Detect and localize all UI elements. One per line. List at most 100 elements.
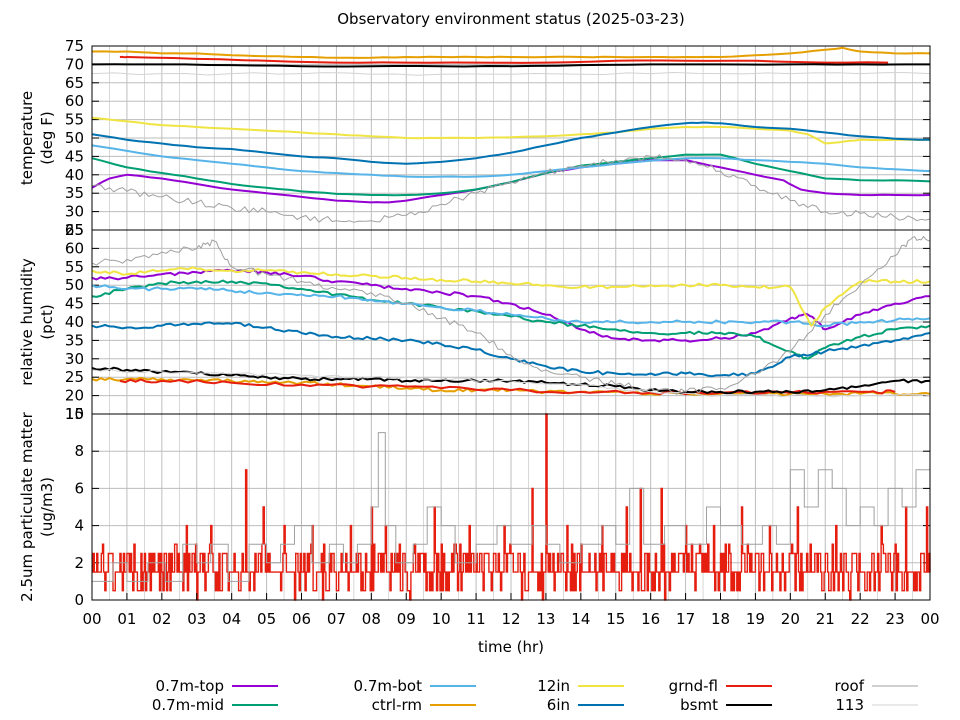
y-tick-label: 25 bbox=[65, 221, 84, 239]
x-tick-label: 02 bbox=[152, 610, 171, 628]
x-tick-label: 14 bbox=[571, 610, 590, 628]
y-tick-label: 50 bbox=[65, 276, 84, 294]
legend-label: grnd-fl bbox=[669, 677, 718, 695]
series-0.7m-bot bbox=[91, 284, 931, 328]
x-tick-label: 12 bbox=[501, 610, 520, 628]
x-tick-label: 00 bbox=[920, 610, 939, 628]
panel-pm25: 0 2 4 6 8 10 2.5um particulate matter (ug/m3) bbox=[18, 405, 931, 609]
series-line bbox=[91, 144, 931, 178]
y-tick-label: 2 bbox=[74, 554, 84, 572]
x-axis-title: time (hr) bbox=[478, 638, 544, 656]
y-tick-label: 75 bbox=[65, 37, 84, 55]
x-tick-label: 03 bbox=[187, 610, 206, 628]
series-line bbox=[91, 279, 931, 360]
legend-item-12in: 12in bbox=[537, 677, 624, 695]
y-tick-label: 8 bbox=[74, 442, 84, 460]
x-tick-label: 06 bbox=[292, 610, 311, 628]
y-tick-label: 30 bbox=[65, 350, 84, 368]
legend-label: roof bbox=[835, 677, 865, 695]
series-line bbox=[91, 266, 931, 327]
x-tick-label: 10 bbox=[432, 610, 451, 628]
series-113 bbox=[91, 368, 931, 398]
series-line bbox=[91, 284, 931, 328]
x-tick-label: 08 bbox=[362, 610, 381, 628]
y-tick-label: 35 bbox=[65, 184, 84, 202]
y-tick-label: 70 bbox=[65, 55, 84, 73]
series-roof bbox=[91, 235, 931, 395]
x-tick-label: 04 bbox=[222, 610, 241, 628]
x-tick-label: 16 bbox=[641, 610, 660, 628]
y-tick-label: 4 bbox=[74, 517, 84, 535]
y-tick-label: 55 bbox=[65, 111, 84, 129]
series-0.7m-bot bbox=[91, 144, 931, 178]
x-tick-label: 05 bbox=[257, 610, 276, 628]
legend-label: bsmt bbox=[680, 696, 718, 714]
y-tick-label: 65 bbox=[65, 221, 84, 239]
legend-item-0.7m-top: 0.7m-top bbox=[156, 677, 278, 695]
legend-item-0.7m-mid: 0.7m-mid bbox=[152, 696, 278, 714]
series-line bbox=[91, 63, 930, 68]
y-tick-label: 50 bbox=[65, 129, 84, 147]
x-tick-label: 20 bbox=[781, 610, 800, 628]
series-roof bbox=[92, 432, 931, 582]
series-line bbox=[92, 413, 931, 601]
series-line bbox=[91, 72, 931, 76]
legend-item-roof: roof bbox=[835, 677, 918, 695]
y-axis-title-unit: (deg F) bbox=[38, 111, 56, 164]
x-tick-label: 15 bbox=[606, 610, 625, 628]
x-tick-label: 01 bbox=[117, 610, 136, 628]
y-tick-label: 45 bbox=[65, 295, 84, 313]
x-tick-label: 00 bbox=[82, 610, 101, 628]
y-axis-title-unit: (ug/m3) bbox=[38, 477, 56, 537]
y-tick-label: 40 bbox=[65, 166, 84, 184]
y-tick-label: 60 bbox=[65, 239, 84, 257]
series-line bbox=[92, 432, 931, 582]
x-tick-label: 21 bbox=[816, 610, 835, 628]
legend-label: 6in bbox=[547, 696, 570, 714]
y-tick-label: 35 bbox=[65, 331, 84, 349]
legend-item-grnd-fl: grnd-fl bbox=[669, 677, 772, 695]
legend-item-bsmt: bsmt bbox=[680, 696, 772, 714]
y-tick-label: 15 bbox=[65, 405, 84, 423]
series-line bbox=[119, 55, 889, 64]
x-axis: 00 01 02 03 04 05 06 07 08 09 10 11 12 13 14 15 16 17 18 19… bbox=[82, 593, 940, 628]
y-tick-label: 6 bbox=[74, 479, 84, 497]
y-tick-label: 60 bbox=[65, 92, 84, 110]
y-tick-label: 10 bbox=[65, 405, 84, 423]
series-6in bbox=[91, 121, 931, 165]
series-12in bbox=[91, 266, 931, 327]
series-line bbox=[91, 321, 931, 378]
legend-label: ctrl-rm bbox=[372, 696, 422, 714]
x-tick-label: 11 bbox=[467, 610, 486, 628]
chart-title: Observatory environment status (2025-03-… bbox=[337, 10, 685, 28]
x-tick-label: 07 bbox=[327, 610, 346, 628]
legend-label: 0.7m-bot bbox=[354, 677, 423, 695]
x-tick-label: 23 bbox=[886, 610, 905, 628]
series-6in bbox=[91, 321, 931, 378]
series-line bbox=[91, 116, 931, 145]
series-ctrl-rm bbox=[91, 46, 931, 59]
series-bsmt bbox=[91, 63, 930, 68]
series-roof bbox=[91, 154, 931, 223]
series-0.7m-mid bbox=[91, 279, 931, 360]
x-tick-label: 17 bbox=[676, 610, 695, 628]
legend-item-0.7m-bot: 0.7m-bot bbox=[354, 677, 476, 695]
legend-label: 0.7m-top bbox=[156, 677, 224, 695]
y-tick-label: 0 bbox=[74, 591, 84, 609]
x-tick-label: 22 bbox=[851, 610, 870, 628]
x-tick-label: 19 bbox=[746, 610, 765, 628]
y-tick-label: 55 bbox=[65, 258, 84, 276]
series-line bbox=[91, 46, 931, 59]
y-axis-title: 2.5um particulate matter bbox=[18, 411, 36, 601]
y-axis-title: relative humidity bbox=[18, 258, 36, 386]
series-grnd-fl bbox=[119, 55, 889, 64]
x-tick-label: 18 bbox=[711, 610, 730, 628]
series-line bbox=[91, 121, 931, 165]
series-line bbox=[91, 235, 931, 395]
legend-label: 0.7m-mid bbox=[152, 696, 224, 714]
y-tick-label: 45 bbox=[65, 147, 84, 165]
